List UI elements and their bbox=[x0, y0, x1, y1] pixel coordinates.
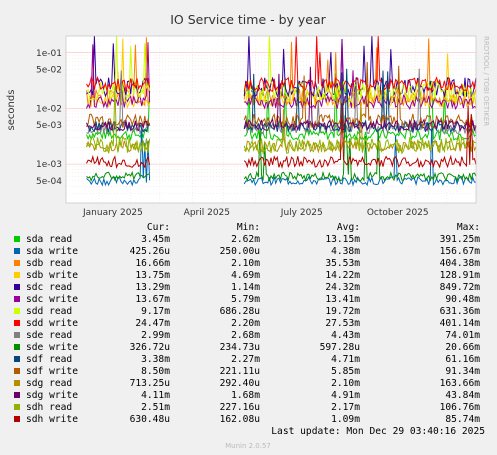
x-tick-label: October 2025 bbox=[367, 208, 429, 218]
x-tick-labels: January 2025 April 2025 July 2025 October 2… bbox=[82, 208, 429, 218]
x-tick-label: July 2025 bbox=[280, 208, 323, 218]
y-tick-labels: 1e-01 5e-02 1e-02 5e-03 1e-03 5e-04 bbox=[36, 49, 62, 187]
watermark: RRDTOOL / TOBI OETIKER bbox=[482, 36, 490, 126]
y-tick-label: 5e-03 bbox=[36, 121, 62, 131]
y-axis-label: seconds bbox=[6, 90, 17, 131]
series-line-sdd-write bbox=[86, 35, 477, 93]
series-line-sdc-write bbox=[86, 41, 477, 111]
series-line-sdh-write bbox=[86, 103, 477, 170]
series-line-sda-write bbox=[86, 123, 477, 187]
series-line-sdd-read bbox=[86, 35, 477, 105]
footer: Munin 2.0.57 bbox=[225, 442, 271, 450]
y-tick-label: 1e-02 bbox=[36, 104, 62, 114]
y-tick-label: 1e-01 bbox=[36, 49, 62, 59]
x-tick-label: January 2025 bbox=[82, 208, 143, 218]
y-tick-label: 1e-03 bbox=[36, 160, 62, 170]
series-line-sde-write bbox=[86, 115, 477, 183]
x-tick-label: April 2025 bbox=[184, 208, 230, 218]
series-line-sdh-read bbox=[86, 86, 477, 155]
series-line-sdg-write bbox=[86, 66, 477, 132]
chart-title: IO Service time - by year bbox=[170, 12, 326, 27]
series-lines bbox=[86, 35, 477, 187]
y-tick-label: 5e-02 bbox=[36, 66, 62, 76]
y-tick-label: 5e-04 bbox=[36, 177, 62, 187]
